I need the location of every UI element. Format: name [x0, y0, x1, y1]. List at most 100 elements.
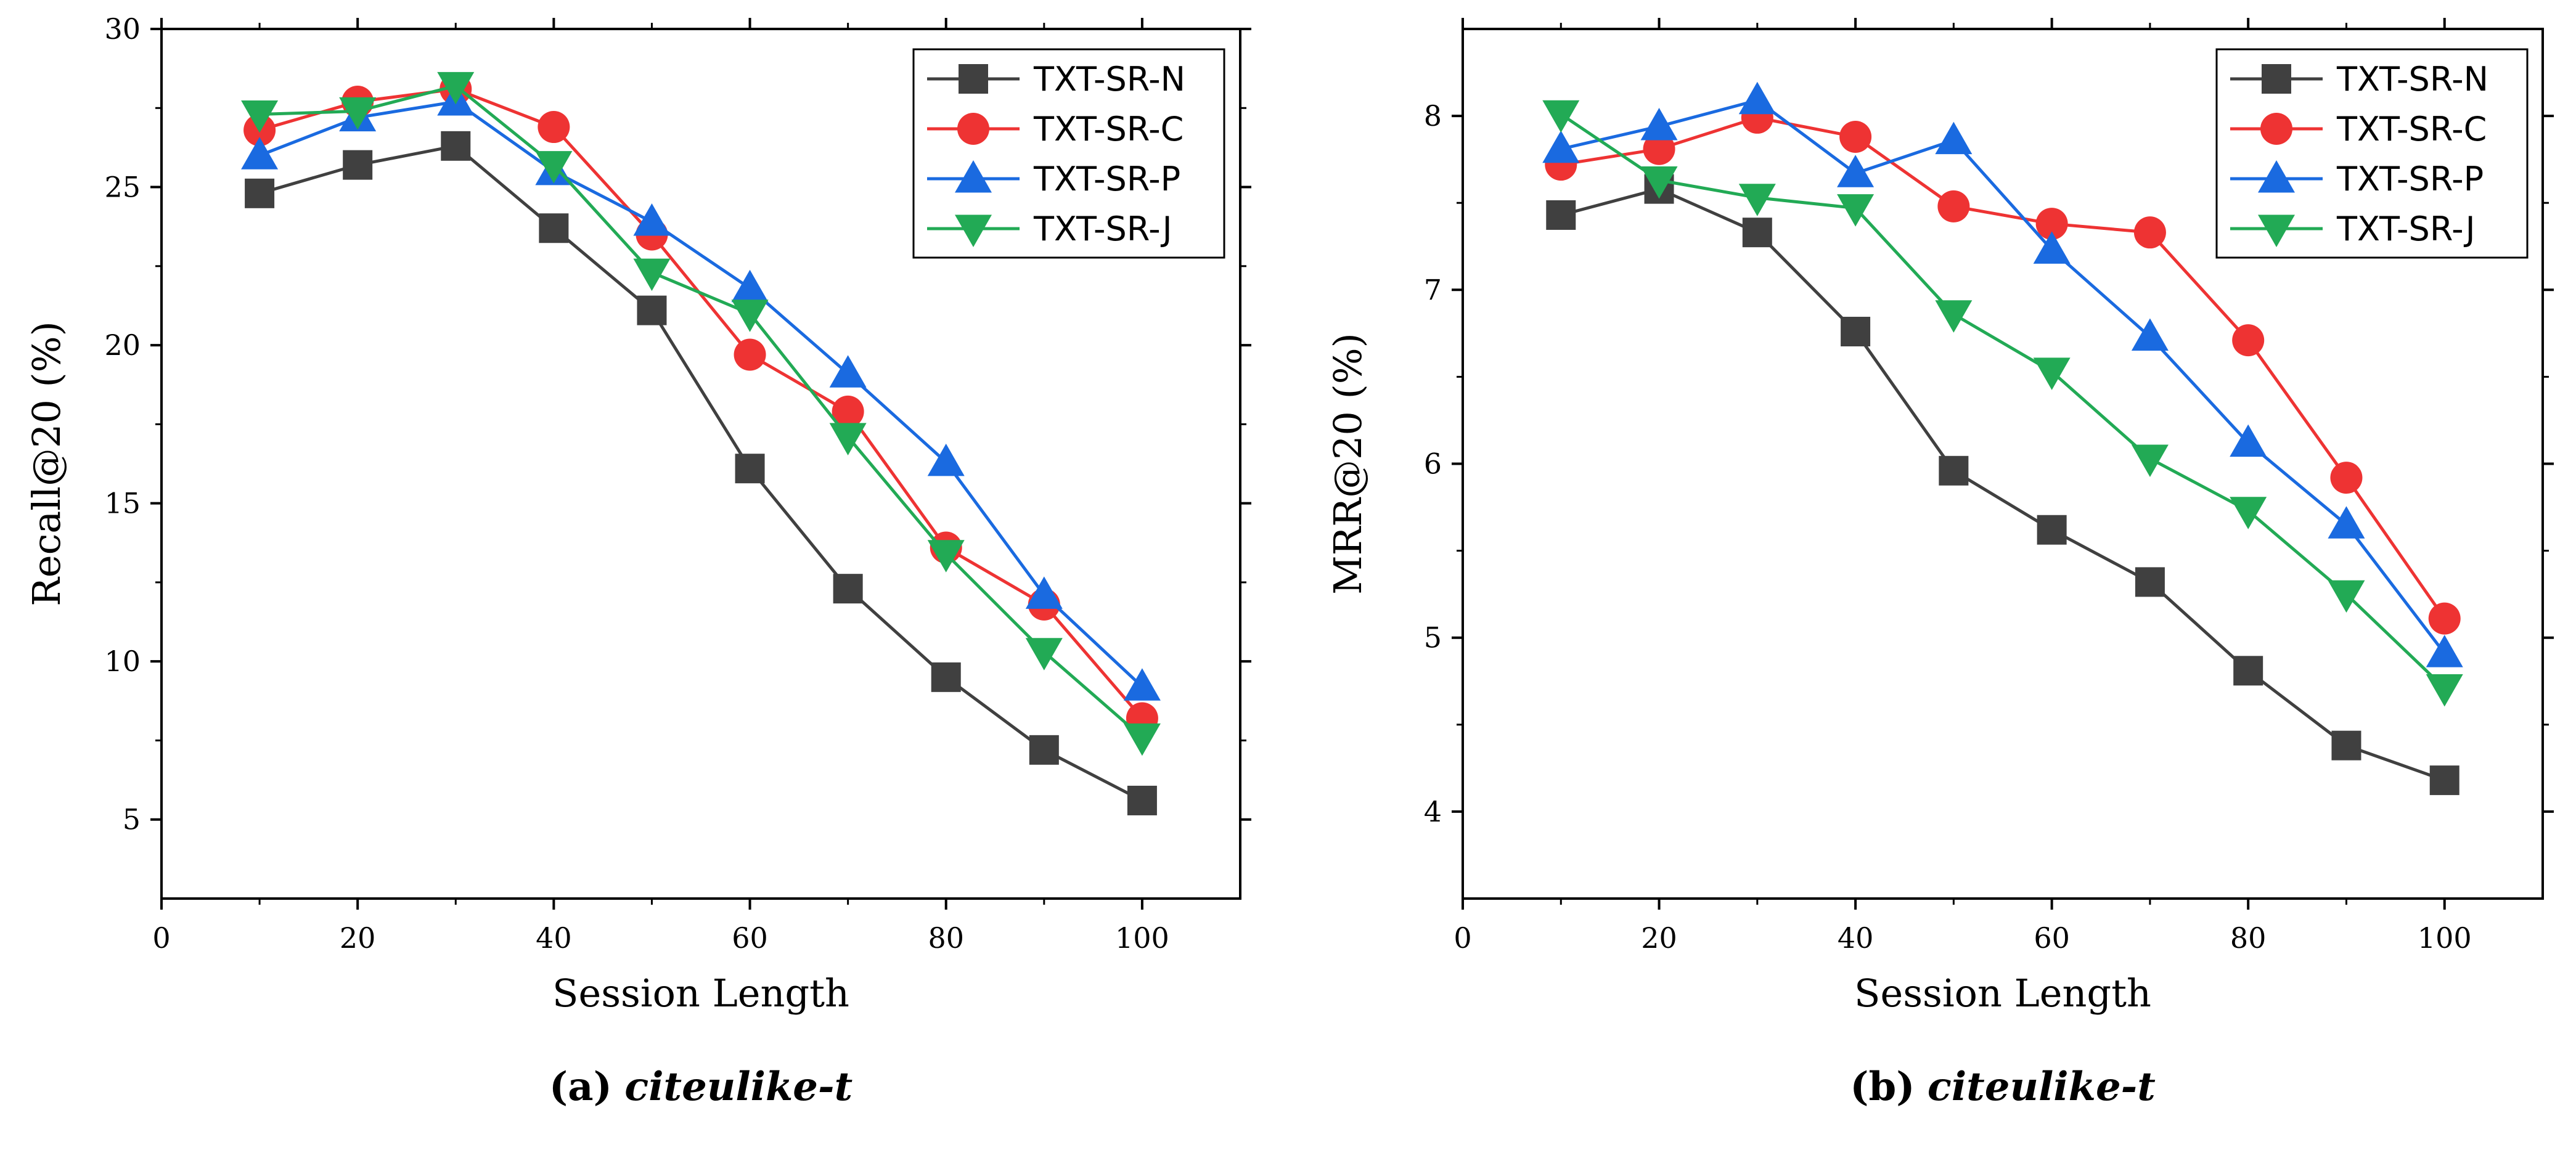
- legend: TXT-SR-N TXT-SR-C TXT-SR-P TXT-SR-J: [2215, 48, 2529, 259]
- data-point: [2426, 635, 2463, 667]
- series-TXT-SR-N: [245, 131, 1157, 815]
- caption-label: (b): [1850, 1064, 1915, 1110]
- legend-label: TXT-SR-J: [1033, 210, 1172, 248]
- data-point: [2033, 231, 2071, 264]
- data-point: [2033, 357, 2071, 390]
- legend-marker: [955, 214, 992, 247]
- x-tick-label: 20: [1641, 921, 1677, 955]
- data-point: [1837, 194, 1875, 227]
- y-tick-label: 30: [104, 12, 141, 46]
- x-tick-label: 0: [1454, 921, 1471, 955]
- data-point: [1123, 668, 1161, 701]
- data-point: [1738, 184, 1776, 216]
- data-point: [1837, 155, 1875, 187]
- data-point: [2230, 424, 2267, 457]
- x-tick-label: 80: [928, 921, 964, 955]
- data-point: [1546, 200, 1576, 230]
- caption: (b) citeulike-t: [1850, 1064, 2156, 1110]
- data-point: [832, 395, 864, 428]
- x-tick-label: 80: [2230, 921, 2267, 955]
- data-point: [1935, 121, 1973, 155]
- y-tick-label: 10: [104, 645, 141, 678]
- data-point: [1841, 317, 1871, 347]
- data-point: [1839, 120, 1872, 153]
- data-point: [833, 574, 863, 604]
- legend-marker: [2262, 64, 2291, 94]
- data-point: [731, 300, 769, 332]
- legend-label: TXT-SR-P: [2336, 160, 2484, 198]
- data-point: [539, 213, 569, 243]
- data-point: [829, 355, 867, 388]
- series-line: [260, 84, 1143, 739]
- y-tick-label: 15: [104, 487, 141, 520]
- plot-frame: [160, 28, 1241, 900]
- chart-1: 0 20 40 60 80 100 5 10 15 20 25 30 Session Length Rec…: [24, 12, 1251, 1110]
- data-point: [2135, 567, 2165, 597]
- data-point: [241, 137, 279, 169]
- x-tick-label: 60: [732, 921, 768, 955]
- data-point: [931, 662, 961, 692]
- x-axis-title: Session Length: [1854, 971, 2151, 1016]
- data-point: [1937, 190, 1970, 222]
- series-line: [1560, 187, 2445, 782]
- x-axis-title: Session Length: [552, 971, 849, 1016]
- y-tick-label: 4: [1424, 795, 1442, 828]
- series-TXT-SR-J: [241, 71, 1161, 756]
- x-tick-label: 40: [1838, 921, 1874, 955]
- data-point: [1935, 300, 1973, 333]
- y-tick-label: 6: [1424, 447, 1442, 481]
- y-tick-label: 7: [1424, 273, 1442, 306]
- legend-label: TXT-SR-P: [1033, 160, 1180, 198]
- series-line: [1560, 113, 2446, 690]
- series-line: [259, 144, 1143, 802]
- y-tick-label: 20: [104, 328, 141, 362]
- data-point: [1939, 455, 1969, 486]
- legend-label: TXT-SR-N: [1033, 60, 1185, 99]
- series-TXT-SR-J: [1542, 100, 2463, 707]
- data-point: [2232, 324, 2265, 357]
- data-point: [1025, 638, 1063, 671]
- data-point: [241, 100, 279, 133]
- legend-marker: [955, 160, 992, 193]
- data-point: [2133, 216, 2166, 249]
- data-point: [927, 443, 965, 476]
- caption: (a) citeulike-t: [549, 1064, 853, 1110]
- series-TXT-SR-N: [1546, 174, 2459, 796]
- x-tick-label: 100: [1115, 921, 1169, 955]
- x-tick-label: 60: [2034, 921, 2070, 955]
- caption-dataset: citeulike-t: [1928, 1064, 2156, 1110]
- legend-marker: [957, 113, 989, 145]
- caption-label: (a): [549, 1064, 612, 1110]
- data-point: [2131, 444, 2169, 478]
- data-point: [1738, 81, 1776, 115]
- data-point: [1643, 133, 1675, 165]
- data-point: [2428, 602, 2461, 635]
- data-point: [2429, 765, 2459, 796]
- data-point: [1025, 576, 1063, 609]
- data-point: [437, 71, 475, 105]
- legend-label: TXT-SR-N: [2336, 60, 2488, 99]
- data-point: [637, 295, 667, 325]
- data-point: [2037, 515, 2067, 545]
- data-point: [1742, 218, 1772, 248]
- data-point: [2331, 730, 2361, 761]
- y-axis-title: Recall@20 (%): [24, 321, 69, 606]
- series-line: [259, 100, 1143, 688]
- legend: TXT-SR-N TXT-SR-C TXT-SR-P TXT-SR-J: [912, 48, 1225, 259]
- data-point: [2233, 656, 2263, 686]
- caption-dataset: citeulike-t: [624, 1064, 853, 1110]
- legend-marker: [959, 64, 988, 94]
- data-point: [1640, 166, 1678, 199]
- x-tick-label: 0: [152, 921, 170, 955]
- legend-label: TXT-SR-C: [2336, 110, 2487, 149]
- legend-label: TXT-SR-J: [2336, 210, 2476, 248]
- chart-2: 0 20 40 60 80 100 4 5 6 7 8 Session Length MRR@20 (%…: [1325, 18, 2554, 1110]
- y-tick-label: 25: [104, 171, 141, 204]
- data-point: [734, 338, 766, 371]
- data-point: [441, 131, 471, 161]
- data-point: [2328, 580, 2365, 613]
- data-point: [731, 269, 769, 303]
- series-TXT-SR-P: [1542, 81, 2463, 667]
- data-point: [633, 203, 671, 236]
